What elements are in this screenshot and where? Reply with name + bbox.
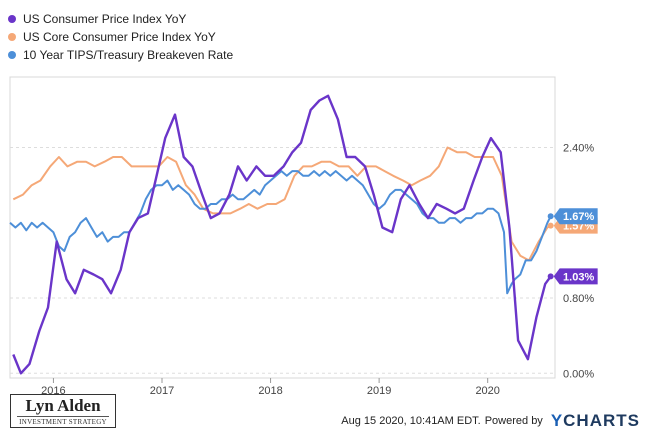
y-tick-label: 0.00% bbox=[563, 368, 594, 380]
end-label-text: 1.67% bbox=[563, 211, 594, 223]
legend-swatch-breakeven bbox=[8, 51, 16, 59]
gridlines bbox=[10, 147, 555, 374]
ycharts-logo[interactable]: YCHARTS bbox=[551, 411, 640, 431]
legend-swatch-cpi bbox=[8, 15, 16, 23]
end-label-tag bbox=[553, 268, 598, 285]
x-tick-label: 2020 bbox=[475, 385, 499, 397]
end-point bbox=[547, 273, 554, 280]
end-label-cpi: 1.03% bbox=[547, 268, 598, 285]
powered-by-label: Powered by bbox=[484, 415, 543, 427]
x-tick-label: 2019 bbox=[367, 385, 391, 397]
end-label-breakeven: 1.67% bbox=[547, 208, 598, 225]
y-tick-label: 0.80% bbox=[563, 293, 594, 305]
legend: US Consumer Price Index YoY US Core Cons… bbox=[8, 10, 233, 64]
legend-item-cpi[interactable]: US Consumer Price Index YoY bbox=[8, 10, 233, 28]
end-point bbox=[547, 213, 554, 220]
footer: Aug 15 2020, 10:41AM EDT. Powered by YCH… bbox=[341, 411, 640, 431]
y-tick-label: 2.40% bbox=[563, 143, 594, 155]
legend-label-breakeven: 10 Year TIPS/Treasury Breakeven Rate bbox=[23, 48, 234, 62]
legend-item-core-cpi[interactable]: US Core Consumer Price Index YoY bbox=[8, 28, 233, 46]
ycharts-logo-y: Y bbox=[550, 411, 564, 430]
line-cpi bbox=[12, 94, 552, 375]
line-breakeven bbox=[9, 170, 552, 295]
x-tick-label: 2018 bbox=[258, 385, 282, 397]
end-point bbox=[547, 222, 554, 229]
y-axis-ticks: 0.00% 0.80% 2.40% bbox=[563, 143, 594, 381]
brand-tagline: INVESTMENT STRATEGY bbox=[17, 416, 109, 426]
timestamp: Aug 15 2020, 10:41AM EDT. bbox=[341, 415, 481, 427]
end-label-text: 1.03% bbox=[563, 271, 594, 283]
legend-swatch-core-cpi bbox=[8, 33, 16, 41]
ycharts-logo-rest: CHARTS bbox=[563, 411, 640, 430]
plot-area-border bbox=[9, 76, 556, 379]
series-lines bbox=[9, 94, 552, 375]
line-core-cpi bbox=[12, 146, 552, 262]
end-labels: 1.03%1.57%1.67% bbox=[547, 208, 598, 285]
end-label-tag bbox=[553, 208, 598, 225]
brand-name: Lyn Alden bbox=[25, 396, 101, 415]
legend-label-core-cpi: US Core Consumer Price Index YoY bbox=[23, 30, 216, 44]
x-tick-label: 2017 bbox=[150, 385, 174, 397]
brand-logo: Lyn Alden INVESTMENT STRATEGY bbox=[10, 394, 116, 428]
legend-label-cpi: US Consumer Price Index YoY bbox=[23, 12, 187, 26]
legend-item-breakeven[interactable]: 10 Year TIPS/Treasury Breakeven Rate bbox=[8, 46, 233, 64]
